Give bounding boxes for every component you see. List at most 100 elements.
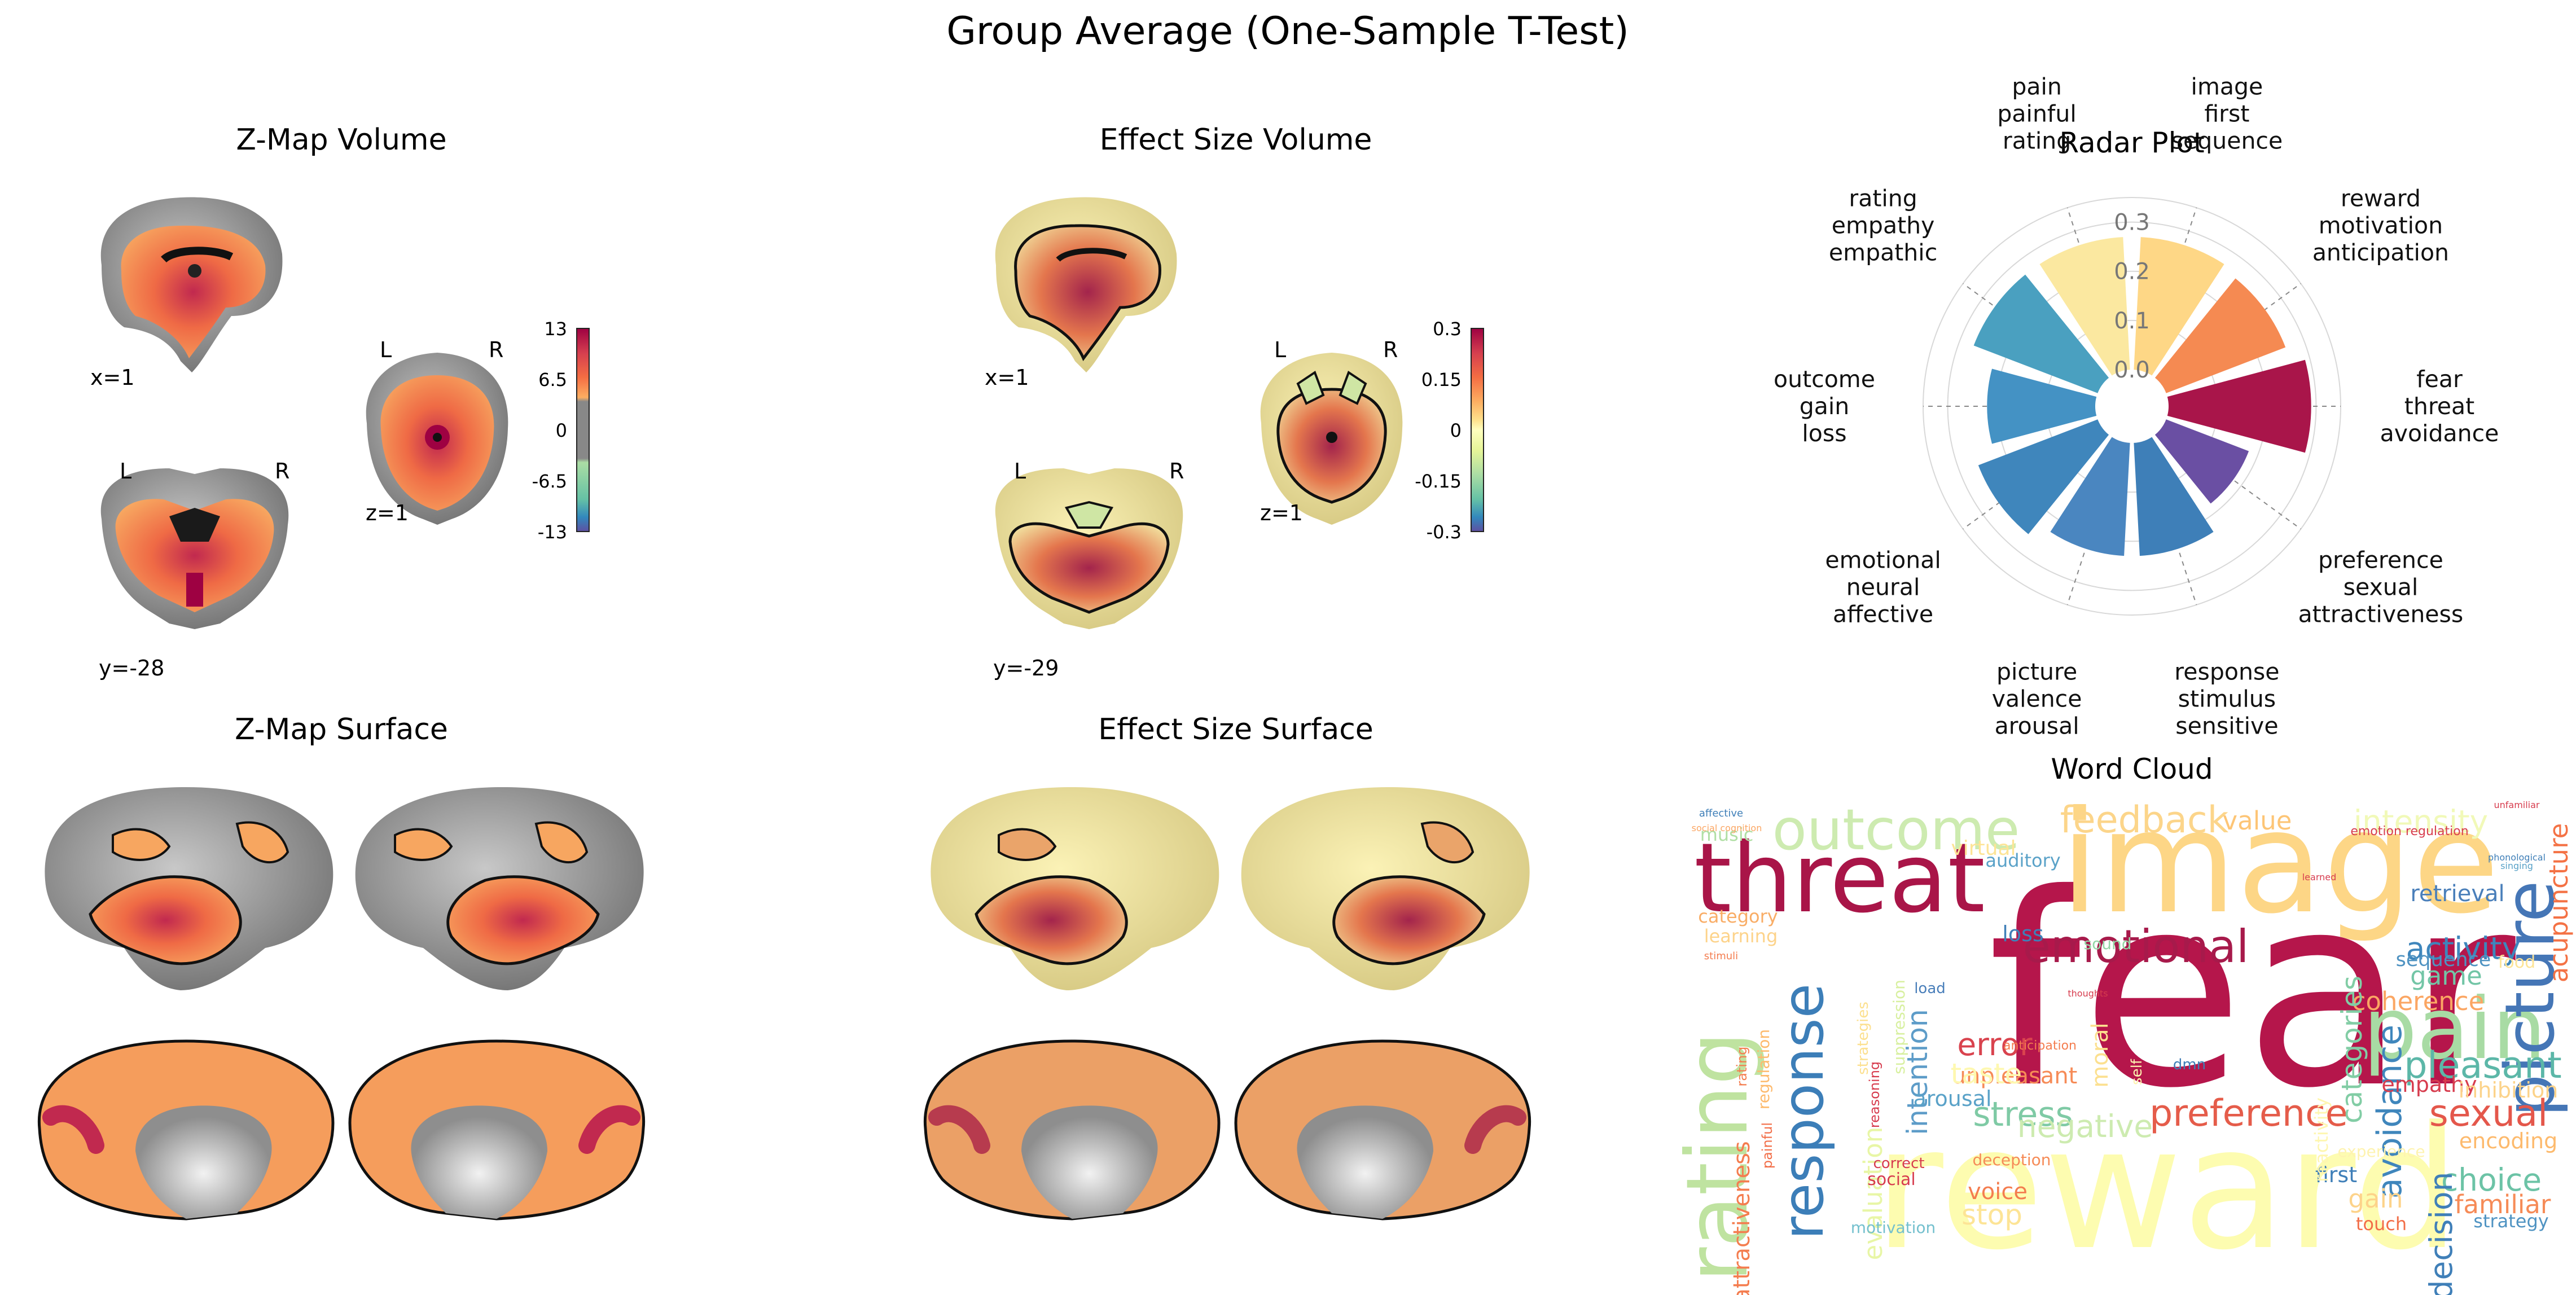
wordcloud-word: motivation — [1851, 1218, 1936, 1237]
effect-colorbar-ticks: 0.3 0.15 0 -0.15 -0.3 — [1415, 318, 1462, 543]
wordcloud-word: empathy — [2381, 1072, 2477, 1097]
wordcloud-word: arousal — [1913, 1086, 1991, 1111]
zmap-cbar-tick: 6.5 — [538, 369, 567, 390]
zmap-axial-right: R — [489, 337, 503, 362]
wordcloud-word: stimuli — [1704, 950, 1738, 962]
effect-coronal-left: L — [1014, 459, 1026, 484]
effect-volume-title: Effect Size Volume — [1100, 123, 1372, 157]
radar-bar — [1987, 368, 2097, 444]
wordcloud-word: intention — [1901, 1009, 1934, 1135]
zmap-axial-slice — [366, 353, 508, 525]
wordcloud-word: reactivity — [2311, 1098, 2332, 1182]
zmap-axial-coord: z=1 — [366, 501, 409, 525]
wordcloud-word: regulation — [1754, 1029, 1773, 1109]
wordcloud-word: reasoning — [1867, 1061, 1882, 1128]
wordcloud-word: pleasant — [2404, 1044, 2562, 1087]
wordcloud-word: phonological — [2488, 852, 2546, 863]
effect-cbar-tick: 0.15 — [1421, 369, 1462, 390]
radar-bar — [1978, 419, 2109, 534]
effect-axial-coord: z=1 — [1260, 501, 1303, 525]
wordcloud-word: painful — [1759, 1122, 1775, 1169]
effect-coronal-right: R — [1169, 459, 1184, 484]
radar-rticks: 0.0 0.1 0.2 0.3 — [2114, 210, 2150, 383]
effect-coronal-slice — [995, 468, 1183, 629]
wordcloud-word: learned — [2302, 872, 2337, 883]
wordcloud-word: rating — [1669, 1031, 1767, 1282]
wordcloud-word: deception — [1972, 1151, 2051, 1169]
wordcloud-word: choice — [2441, 1162, 2542, 1198]
wordcloud-word: fear — [1987, 837, 2518, 1146]
zmap-coronal-left: L — [120, 459, 131, 484]
wordcloud-word: retrieval — [2410, 881, 2504, 907]
figure-title: Group Average (One-Sample T-Test) — [946, 9, 1629, 54]
wordcloud-word: negative — [2017, 1108, 2153, 1144]
radar-rtick: 0.0 — [2114, 357, 2150, 383]
radar-category-label: preference sexual attractiveness — [2298, 546, 2464, 627]
radar-category-label: rating empathy empathic — [1829, 185, 1937, 266]
zmap-sagittal-slice — [100, 197, 283, 372]
radar-category-label: outcome gain loss — [1774, 366, 1875, 447]
wordcloud-word: auditory — [1985, 850, 2060, 871]
wordcloud-word: sound — [2084, 934, 2132, 953]
zmap-sagittal-coord: x=1 — [90, 365, 135, 390]
wordcloud-word: game — [2410, 961, 2482, 991]
effect-axial-right: R — [1383, 337, 1398, 362]
radar-bar — [2134, 437, 2214, 556]
wordcloud-word: social — [1867, 1170, 1916, 1189]
radar-category-label: fear threat avoidance — [2380, 366, 2499, 447]
effect-axial-left: L — [1274, 337, 1286, 362]
wordcloud-word: reward — [1873, 1090, 2460, 1287]
wordcloud-word: error — [1957, 1026, 2033, 1063]
wordcloud-word: gain — [2348, 1184, 2403, 1214]
wordcloud-word: voice — [1968, 1179, 2028, 1205]
zmap-lateral-left-hemisphere — [45, 787, 333, 990]
zmap-cbar-tick: 13 — [544, 318, 567, 340]
wordcloud-word: social cognition — [1692, 823, 1762, 833]
zmap-coronal-slice — [100, 468, 289, 629]
effect-surface-title: Effect Size Surface — [1098, 713, 1373, 747]
effect-sagittal-coord: x=1 — [985, 365, 1029, 390]
wordcloud-word: feedback — [2060, 799, 2229, 841]
wordcloud-word: rating — [1734, 1046, 1750, 1086]
radar-labels: fear threat avoidance reward motivation antic… — [1774, 73, 2499, 740]
radar-title: Radar Plot — [2059, 126, 2204, 159]
zmap-coronal-coord: y=-28 — [99, 656, 164, 681]
wordcloud-word: sequence — [2396, 949, 2491, 971]
effect-sagittal-slice — [995, 197, 1177, 372]
zmap-surface-panel: Z-Map Surface — [37, 713, 646, 1221]
wordcloud-word: threat — [1694, 823, 1985, 934]
wordcloud-word: strategy — [2473, 1210, 2548, 1232]
zmap-colorbar — [576, 328, 590, 532]
wordcloud-word: strategies — [1855, 1002, 1872, 1075]
wordcloud-word: activity — [2406, 930, 2521, 967]
wordcloud-word: outcome — [1772, 797, 2020, 863]
wordcloud-word: encoding — [2459, 1129, 2558, 1153]
wordcloud-word: category — [1698, 906, 1778, 927]
radar-bar — [2134, 237, 2224, 376]
wordcloud-word: load — [1914, 980, 1946, 997]
wordcloud-word: acupuncture — [2544, 823, 2574, 983]
wordcloud-title: Word Cloud — [2051, 753, 2213, 785]
wordcloud-word: picture — [2491, 880, 2570, 1117]
zmap-cbar-tick: -13 — [538, 521, 567, 543]
radar-bar — [2154, 419, 2249, 504]
radar-category-label: reward motivation anticipation — [2312, 185, 2449, 266]
radar-bar — [1973, 274, 2109, 393]
zmap-cbar-tick: -6.5 — [532, 471, 567, 492]
effect-lateral-left-hemisphere — [931, 787, 1219, 990]
effect-surface-panel: Effect Size Surface — [923, 713, 1531, 1221]
zmap-medial-right-hemisphere — [348, 1039, 646, 1221]
wordcloud-word: decision — [2423, 1172, 2459, 1295]
wordcloud-word: stop — [1961, 1199, 2022, 1231]
wordcloud-word: preference — [2149, 1092, 2348, 1135]
radar-category-label: picture valence arousal — [1992, 658, 2082, 739]
wordcloud-word: stress — [1973, 1095, 2073, 1134]
zmap-volume-panel: Z-Map Volume x=1 L R y=-28 L R z=1 — [90, 123, 590, 681]
wordcloud-word: suppression — [1890, 980, 1908, 1074]
radar-rtick: 0.2 — [2114, 259, 2150, 285]
wordcloud-word: sexual — [2429, 1092, 2548, 1135]
zmap-lateral-right-hemisphere — [355, 787, 644, 990]
radar-category-label: image first sequence — [2171, 73, 2283, 155]
wordcloud-word: taste — [1951, 1057, 2022, 1090]
